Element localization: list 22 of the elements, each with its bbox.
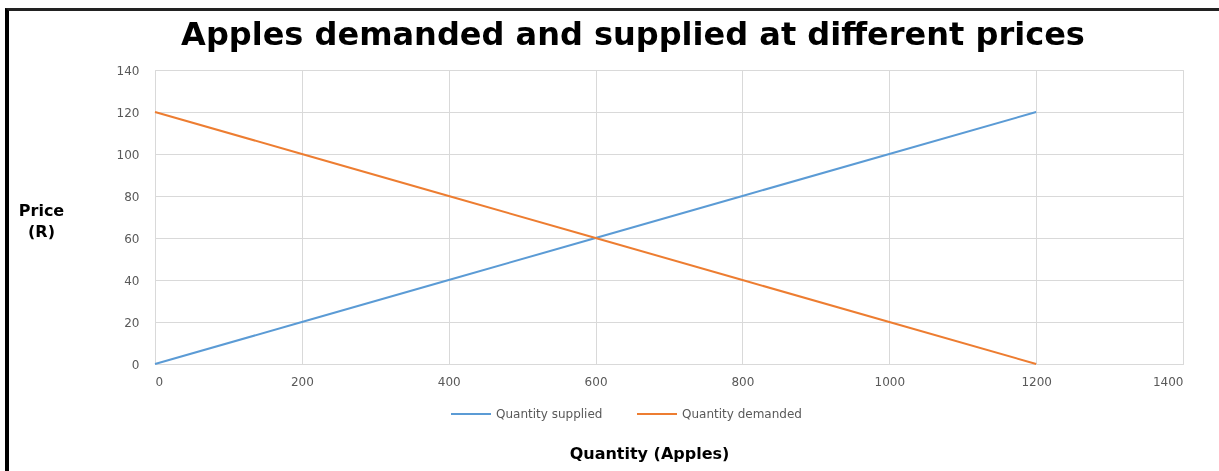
y-tick-label: 0 bbox=[131, 357, 140, 372]
x-tick-label: 600 bbox=[584, 374, 608, 389]
y-tick-label: 140 bbox=[116, 63, 140, 78]
y-axis-title: Price (R) bbox=[18, 200, 65, 241]
x-tick-label: 800 bbox=[731, 374, 755, 389]
legend-label: Quantity demanded bbox=[682, 407, 802, 421]
y-tick-label: 60 bbox=[124, 231, 140, 246]
y-tick-label: 80 bbox=[124, 189, 140, 204]
x-tick-label: 1400 bbox=[1152, 374, 1184, 389]
y-tick-label: 120 bbox=[116, 105, 140, 120]
x-tick-label: 1200 bbox=[1021, 374, 1052, 389]
x-tick-label: 0 bbox=[155, 374, 164, 389]
y-tick-label: 20 bbox=[124, 315, 140, 330]
x-axis-title: Quantity (Apples) bbox=[569, 443, 730, 463]
y-tick-label: 100 bbox=[116, 147, 140, 162]
x-tick-label: 400 bbox=[437, 374, 461, 389]
x-tick-label: 200 bbox=[290, 374, 314, 389]
chart-title: Apples demanded and supplied at different prices bbox=[181, 15, 1085, 53]
line-series bbox=[154, 111, 1038, 365]
y-tick-label: 40 bbox=[124, 273, 140, 288]
legend-label: Quantity supplied bbox=[496, 407, 603, 421]
x-tick-label: 1000 bbox=[874, 374, 906, 389]
